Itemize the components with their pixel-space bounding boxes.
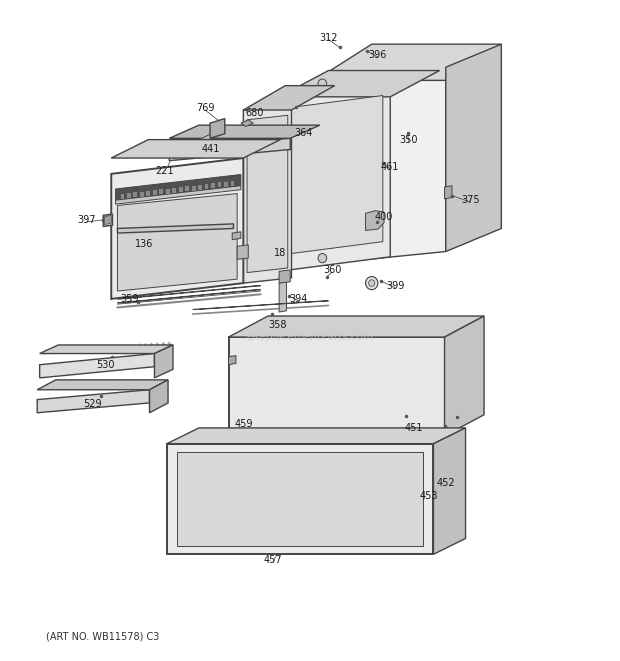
Circle shape	[453, 417, 461, 425]
Polygon shape	[37, 390, 149, 412]
Polygon shape	[315, 67, 446, 264]
Polygon shape	[233, 320, 480, 430]
Polygon shape	[229, 316, 484, 337]
Text: 350: 350	[399, 135, 418, 145]
Polygon shape	[247, 115, 288, 272]
Polygon shape	[279, 71, 440, 97]
Polygon shape	[286, 96, 383, 254]
Text: 529: 529	[84, 399, 102, 409]
Polygon shape	[169, 125, 320, 138]
Polygon shape	[117, 224, 234, 233]
Polygon shape	[445, 186, 452, 199]
Polygon shape	[315, 44, 502, 81]
Text: 441: 441	[202, 145, 221, 155]
Polygon shape	[446, 44, 502, 252]
Text: 453: 453	[419, 491, 438, 502]
Polygon shape	[279, 270, 290, 283]
Polygon shape	[229, 337, 445, 436]
Text: 399: 399	[386, 281, 404, 291]
Text: 397: 397	[78, 215, 96, 225]
Polygon shape	[445, 316, 484, 436]
Circle shape	[318, 253, 327, 262]
Text: 375: 375	[461, 195, 480, 205]
Polygon shape	[243, 86, 335, 110]
Circle shape	[318, 79, 327, 89]
Circle shape	[442, 466, 450, 474]
Circle shape	[366, 276, 378, 290]
Text: (ART NO. WB11578) C3: (ART NO. WB11578) C3	[46, 631, 159, 641]
Bar	[133, 192, 137, 198]
Polygon shape	[229, 356, 236, 365]
Text: 364: 364	[294, 128, 313, 138]
Bar	[172, 188, 176, 193]
Text: 358: 358	[268, 320, 287, 330]
Polygon shape	[366, 211, 384, 231]
Circle shape	[369, 280, 375, 286]
Polygon shape	[115, 186, 241, 204]
Polygon shape	[243, 104, 291, 283]
Text: 400: 400	[375, 212, 393, 222]
Bar	[127, 193, 131, 198]
Bar	[192, 186, 195, 190]
Text: 359: 359	[120, 294, 139, 304]
Polygon shape	[111, 139, 280, 158]
Text: 451: 451	[404, 423, 423, 433]
Bar	[140, 192, 144, 197]
Polygon shape	[241, 120, 253, 126]
Bar	[198, 184, 202, 190]
Text: eReplacementParts.com: eReplacementParts.com	[246, 332, 374, 342]
Text: 394: 394	[290, 294, 308, 304]
Text: 396: 396	[369, 50, 387, 60]
Bar	[205, 184, 208, 189]
Polygon shape	[193, 301, 329, 309]
Bar	[166, 188, 170, 194]
Polygon shape	[237, 245, 248, 259]
Bar	[146, 191, 150, 196]
Text: 18: 18	[274, 248, 286, 258]
Polygon shape	[117, 286, 260, 299]
Circle shape	[452, 408, 462, 418]
Bar	[179, 187, 182, 192]
Bar	[185, 186, 189, 191]
Polygon shape	[115, 175, 241, 200]
Text: 136: 136	[135, 239, 154, 249]
Polygon shape	[104, 215, 111, 225]
Polygon shape	[177, 452, 423, 547]
Polygon shape	[40, 354, 154, 378]
Text: 312: 312	[319, 32, 338, 42]
Bar	[231, 181, 234, 186]
Polygon shape	[40, 345, 173, 354]
Polygon shape	[117, 194, 237, 291]
Polygon shape	[167, 428, 466, 444]
Polygon shape	[279, 282, 286, 312]
Polygon shape	[279, 83, 390, 271]
Text: 461: 461	[381, 162, 399, 173]
Text: 452: 452	[436, 478, 455, 488]
Polygon shape	[37, 380, 168, 390]
Bar	[218, 182, 221, 188]
Polygon shape	[199, 134, 210, 153]
Text: 457: 457	[264, 555, 282, 564]
Text: 459: 459	[234, 419, 252, 429]
Polygon shape	[149, 380, 168, 412]
Text: 360: 360	[323, 265, 342, 275]
Bar	[153, 190, 157, 195]
Text: 769: 769	[196, 103, 215, 113]
Bar	[120, 194, 124, 199]
Text: 680: 680	[246, 108, 264, 118]
Text: 221: 221	[156, 166, 174, 176]
Polygon shape	[117, 290, 260, 303]
Bar	[159, 190, 163, 194]
Polygon shape	[154, 345, 173, 378]
Polygon shape	[433, 428, 466, 555]
Polygon shape	[232, 232, 241, 240]
Polygon shape	[111, 158, 243, 299]
Bar	[224, 182, 228, 186]
Polygon shape	[169, 138, 290, 161]
Polygon shape	[104, 214, 112, 227]
Bar	[211, 183, 215, 188]
Polygon shape	[210, 118, 225, 138]
Polygon shape	[167, 444, 433, 555]
Text: 530: 530	[96, 360, 114, 369]
